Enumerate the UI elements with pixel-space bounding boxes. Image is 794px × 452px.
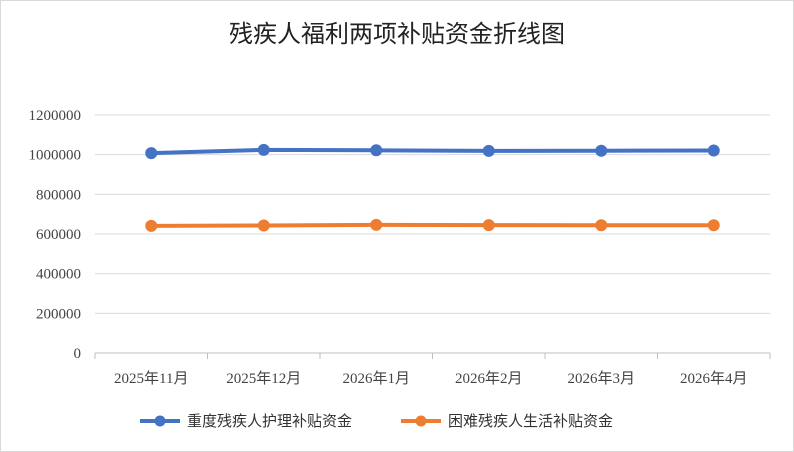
data-point xyxy=(482,219,495,232)
data-point xyxy=(707,219,720,232)
y-tick-label: 800000 xyxy=(36,187,81,203)
y-tick-label: 600000 xyxy=(36,227,81,243)
series-line xyxy=(149,147,716,156)
gridlines xyxy=(95,114,770,314)
legend: 重度残疾人护理补贴资金 困难残疾人生活补贴资金 xyxy=(140,412,613,430)
series-group xyxy=(145,143,720,232)
legend-item-2: 困难残疾人生活补贴资金 xyxy=(401,412,613,430)
x-tick-label: 2026年1月 xyxy=(342,370,410,387)
x-axis: 2025年11月 2025年12月 2026年1月 2026年2月 2026年3月 202… xyxy=(94,352,771,387)
data-point xyxy=(145,147,158,160)
legend-label: 困难残疾人生活补贴资金 xyxy=(448,412,613,430)
data-point xyxy=(595,144,608,157)
legend-item-1: 重度残疾人护理补贴资金 xyxy=(140,412,352,430)
series-line xyxy=(149,222,716,228)
y-tick-label: 1200000 xyxy=(29,108,82,124)
data-point xyxy=(482,144,495,157)
x-tick-label: 2025年12月 xyxy=(226,370,301,387)
data-point xyxy=(370,144,383,157)
y-tick-label: 400000 xyxy=(36,267,81,283)
legend-label: 重度残疾人护理补贴资金 xyxy=(187,412,352,430)
data-point xyxy=(257,219,270,232)
y-tick-label: 1000000 xyxy=(29,148,82,164)
legend-swatch-marker xyxy=(154,415,166,427)
y-tick-label: 0 xyxy=(74,346,82,362)
chart-title: 残疾人福利两项补贴资金折线图 xyxy=(229,20,565,48)
x-tick-label: 2026年3月 xyxy=(567,370,635,387)
data-point xyxy=(257,143,270,156)
data-point xyxy=(707,144,720,157)
x-tick-label: 2025年11月 xyxy=(114,370,188,387)
series-2 xyxy=(145,218,720,232)
y-axis: 0 200000 400000 600000 800000 1000000 1200000 xyxy=(29,108,82,362)
data-point xyxy=(145,219,158,232)
y-tick-label: 200000 xyxy=(36,306,81,322)
series-1 xyxy=(145,143,720,160)
data-point xyxy=(370,218,383,231)
legend-swatch-marker xyxy=(415,415,427,427)
x-tick-label: 2026年4月 xyxy=(680,370,748,387)
data-point xyxy=(595,219,608,232)
x-tick-label: 2026年2月 xyxy=(455,370,523,387)
